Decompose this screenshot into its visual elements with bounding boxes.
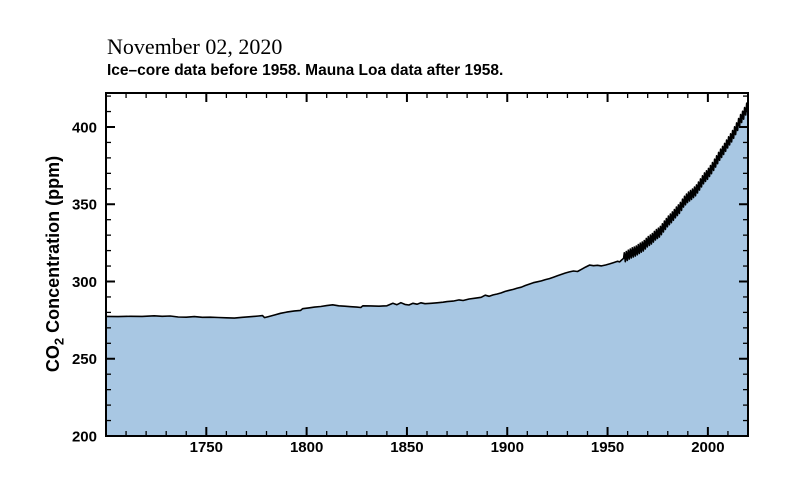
y-axis-title-pre: CO xyxy=(43,345,63,373)
plot-frame xyxy=(105,92,749,437)
co2-curve xyxy=(106,100,748,319)
x-tick-label: 1900 xyxy=(491,439,524,456)
x-tick-label: 1850 xyxy=(390,439,423,456)
y-axis-title-subscript: 2 xyxy=(51,337,67,346)
x-tick-label: 1950 xyxy=(591,439,624,456)
co2-area-fill xyxy=(106,100,748,436)
x-tick-label: 1750 xyxy=(190,439,223,456)
x-tick-label: 2000 xyxy=(691,439,724,456)
y-axis-title: CO2 Concentration (ppm) xyxy=(43,64,67,464)
y-tick-label: 200 xyxy=(72,429,97,446)
y-tick-label: 300 xyxy=(72,274,97,291)
y-axis-title-post: Concentration (ppm) xyxy=(43,155,63,338)
y-tick-label: 250 xyxy=(72,351,97,368)
date-label: November 02, 2020 xyxy=(107,34,283,59)
y-tick-label: 350 xyxy=(72,197,97,214)
x-tick-label: 1800 xyxy=(290,439,323,456)
y-tick-label: 400 xyxy=(72,119,97,136)
chart-subtitle: Ice–core data before 1958. Mauna Loa dat… xyxy=(107,62,504,79)
